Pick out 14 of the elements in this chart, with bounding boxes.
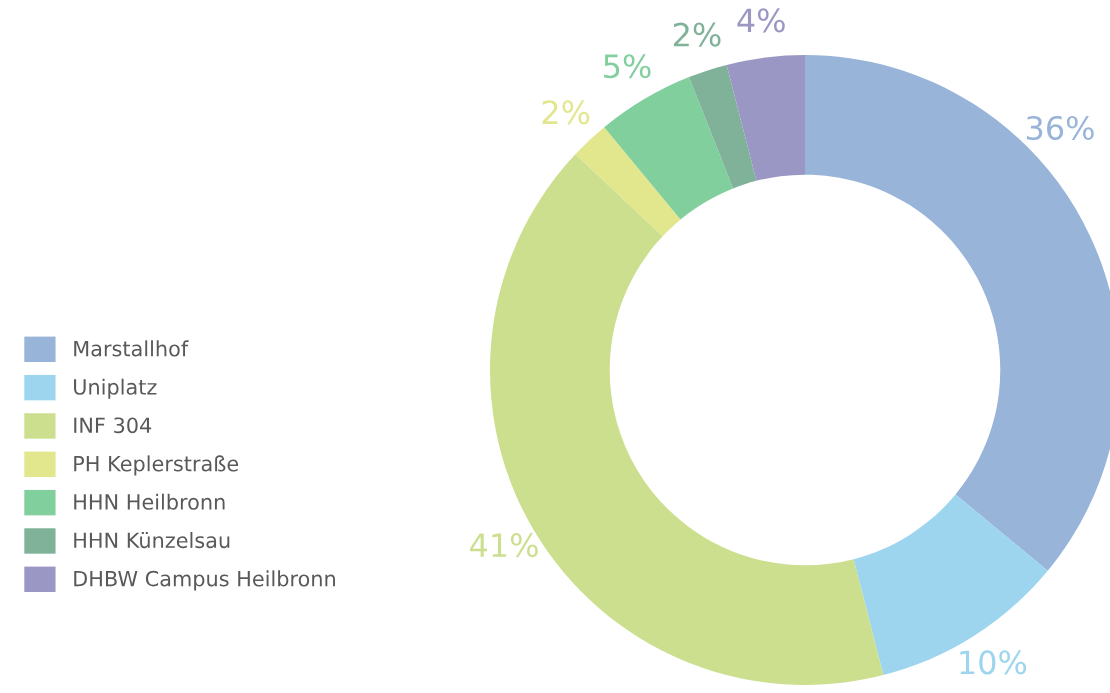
data-label: 41% <box>470 533 538 558</box>
legend-label: Marstallhof <box>74 340 189 357</box>
legend-label: Uniplatz <box>74 378 157 399</box>
legend-label: INF 304 <box>74 417 152 434</box>
legend-label: HHN Künzelsau <box>74 532 230 549</box>
data-label: 5% <box>604 54 651 79</box>
data-label: 10% <box>960 650 1027 675</box>
legend-label: PH Keplerstraße <box>74 455 239 476</box>
data-label: 2% <box>673 22 721 47</box>
data-label: 4% <box>737 8 785 33</box>
data-label: 36% <box>1026 115 1094 141</box>
data-label: 2% <box>542 100 590 125</box>
legend-label: HHN Heilbronn <box>74 493 225 510</box>
legend-label: DHBW Campus Heilbronn <box>74 570 335 591</box>
